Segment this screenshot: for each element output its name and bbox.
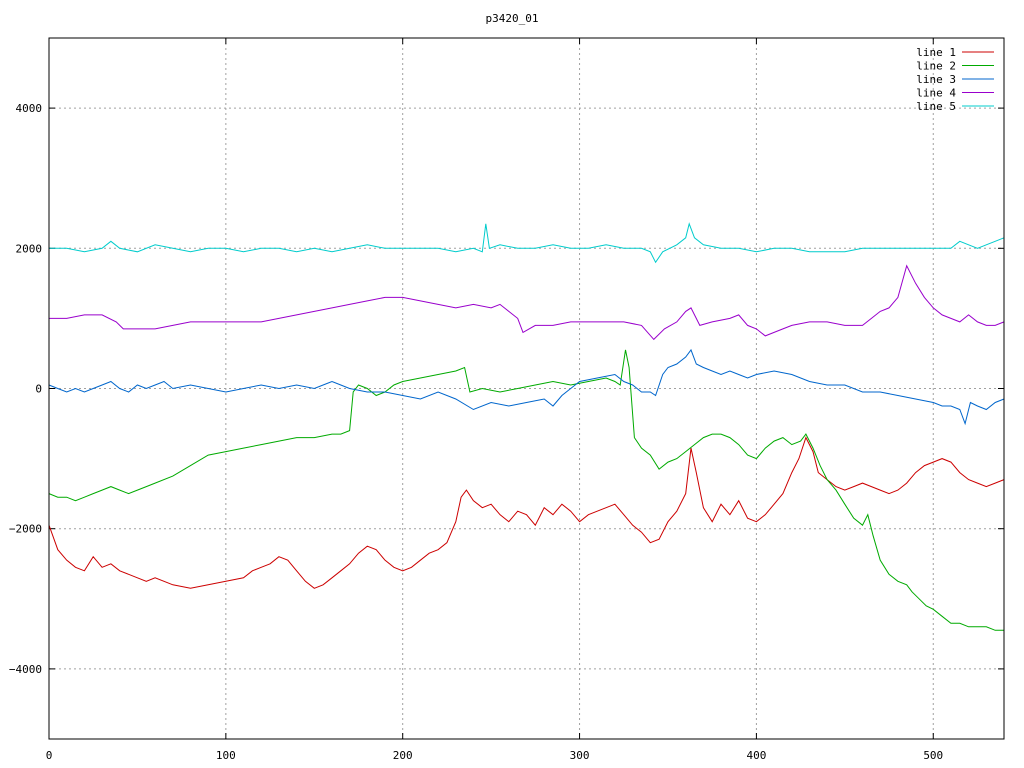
axis-ticks: 0 100 200 300 400 500 −4000 −2000 0 2000 4000 <box>9 38 1004 762</box>
series-line-1 <box>48 436 1005 589</box>
legend-label-1: line 1 <box>916 46 956 59</box>
legend-label-4: line 4 <box>916 87 956 100</box>
y-tick-label: −4000 <box>9 663 42 676</box>
x-tick-label: 100 <box>216 749 236 762</box>
legend-label-3: line 3 <box>916 73 956 86</box>
x-tick-label: 400 <box>746 749 766 762</box>
series-line-3 <box>48 348 1005 426</box>
y-tick-label: −2000 <box>9 523 42 536</box>
y-tick-label: 0 <box>35 383 42 396</box>
y-tick-label: 2000 <box>16 242 43 255</box>
grid <box>49 38 1004 739</box>
series-line-4 <box>49 264 1005 341</box>
series-line-5 <box>49 222 1005 264</box>
x-tick-label: 500 <box>923 749 943 762</box>
x-tick-label: 0 <box>46 749 53 762</box>
series-line-2 <box>48 349 1004 631</box>
plot-frame <box>48 37 1005 740</box>
legend-label-5: line 5 <box>916 100 956 113</box>
legend-label-2: line 2 <box>916 60 956 73</box>
x-tick-label: 200 <box>393 749 413 762</box>
x-tick-label: 300 <box>570 749 590 762</box>
y-tick-label: 4000 <box>16 102 43 115</box>
chart-title: p3420_01 <box>486 12 539 25</box>
series-group <box>48 222 1005 631</box>
